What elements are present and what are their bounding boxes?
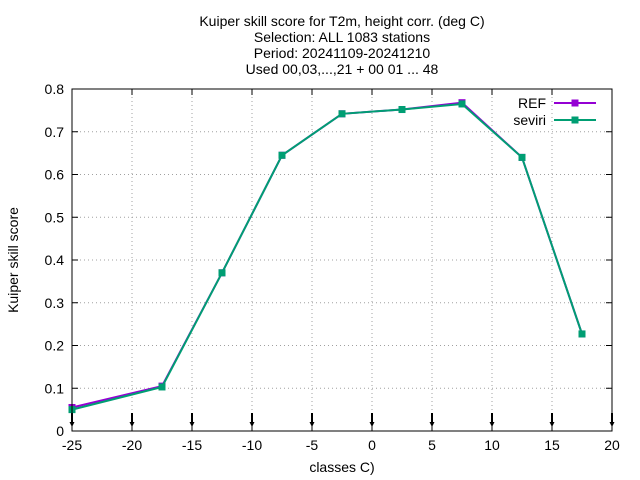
data-series (68, 99, 586, 414)
title-line-2: Selection: ALL 1083 stations (254, 29, 430, 45)
class-boundary-marker (309, 413, 315, 427)
x-tick-label: -25 (62, 437, 82, 453)
data-point-seviri (278, 151, 286, 159)
y-tick-label: 0.1 (45, 380, 65, 396)
title-line-3: Period: 20241109-20241210 (254, 45, 431, 61)
y-tick-label: 0 (56, 423, 64, 439)
y-tick-label: 0.2 (45, 338, 65, 354)
y-tick-label: 0.4 (45, 252, 65, 268)
data-point-seviri (218, 269, 226, 277)
legend-label-seviri: seviri (513, 112, 546, 128)
y-tick-label: 0.6 (45, 167, 65, 183)
class-boundary-marker (429, 413, 435, 427)
x-tick-label: 10 (484, 437, 500, 453)
class-boundary-marker (249, 413, 255, 427)
x-tick-label: -5 (306, 437, 319, 453)
data-point-seviri (338, 110, 346, 118)
y-tick-label: 0.8 (45, 81, 65, 97)
x-tick-label: 20 (604, 437, 620, 453)
x-tick-label: -20 (122, 437, 142, 453)
legend-marker-seviri (571, 116, 579, 124)
plot-frame (71, 88, 613, 432)
x-tick-label: -15 (182, 437, 202, 453)
legend-label-ref: REF (518, 95, 546, 111)
class-boundary-marker (189, 413, 195, 427)
data-point-seviri (398, 106, 406, 114)
y-tick-label: 0.3 (45, 295, 65, 311)
class-boundary-marker (549, 413, 555, 427)
x-tick-label: 15 (544, 437, 560, 453)
class-markers (69, 413, 615, 427)
x-tick-label: -10 (242, 437, 262, 453)
data-point-seviri (518, 153, 526, 161)
x-tick-label: 0 (368, 437, 376, 453)
title-line-4: Used 00,03,...,21 + 00 01 ... 48 (246, 61, 439, 77)
class-boundary-marker (369, 413, 375, 427)
x-tick-label: 5 (428, 437, 436, 453)
y-axis-label: Kuiper skill score (5, 207, 21, 313)
data-point-seviri (458, 100, 466, 108)
x-axis-label: classes C) (309, 459, 374, 475)
class-boundary-marker (129, 413, 135, 427)
series-line-seviri (71, 102, 583, 411)
legend-marker-ref (571, 99, 579, 107)
series-line-ref (71, 101, 583, 409)
title-line-1: Kuiper skill score for T2m, height corr.… (199, 13, 484, 29)
y-tick-label: 0.7 (45, 124, 65, 140)
grid (72, 89, 612, 431)
class-boundary-marker (489, 413, 495, 427)
data-point-seviri (158, 383, 166, 391)
data-point-seviri (578, 330, 586, 338)
chart-title: Kuiper skill score for T2m, height corr.… (199, 13, 484, 77)
axis-ticks: -25 -20 -15 -10 -5 0 5 10 15 20 0 0.1 0.2 0.3 0.4 0.5 0.… (45, 81, 620, 453)
y-tick-label: 0.5 (45, 209, 65, 225)
